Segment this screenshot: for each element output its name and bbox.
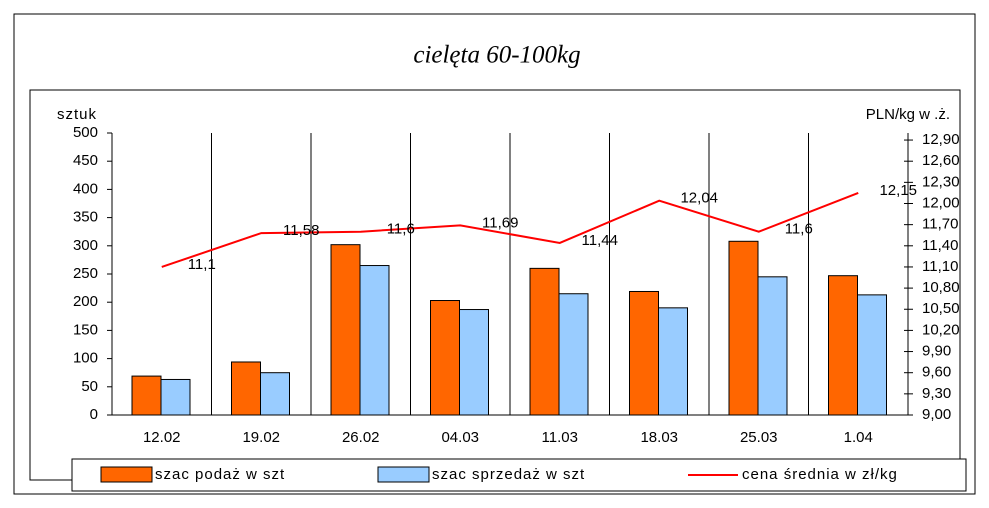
x-tick-label: 18.03 [640,429,678,446]
y2-tick-label: 12,90 [922,131,960,148]
legend-label: cena średnia w zł/kg [742,466,898,483]
data-label: 11,1 [188,256,216,273]
y2-tick-label: 12,60 [922,152,960,169]
y2-tick-label: 9,00 [922,406,951,423]
chart-title: cielęta 60-100kg [413,42,580,69]
y2-tick-label: 11,40 [922,237,958,254]
bar [430,300,460,416]
y-tick-label: 250 [73,265,98,282]
y2-axis-label: PLN/kg w .ż. [866,106,950,123]
legend-swatch [377,466,430,483]
y-tick-label: 150 [73,321,98,338]
legend [71,458,967,492]
data-label: 11,58 [283,222,319,239]
y-tick-label: 0 [90,406,98,423]
bar [728,240,759,416]
x-tick-label: 1.04 [844,429,873,446]
y-tick-label: 100 [73,350,98,367]
data-label: 12,15 [879,182,917,199]
data-label: 11,69 [482,214,518,231]
y2-tick-label: 12,00 [922,194,960,211]
data-label: 11,6 [387,221,415,238]
x-tick-label: 26.02 [342,429,380,446]
bar [131,375,162,416]
x-tick-label: 12.02 [143,429,181,446]
bar [359,265,390,416]
y2-tick-label: 10,80 [922,279,960,296]
bar [658,307,688,416]
y-tick-label: 450 [73,152,98,169]
data-label: 12,04 [680,190,718,207]
legend-swatch [100,466,153,483]
bar [828,275,858,416]
y-tick-label: 50 [81,378,98,395]
data-label: 11,6 [785,221,813,238]
y2-tick-label: 10,50 [922,300,960,317]
y2-tick-label: 9,60 [922,364,951,381]
y-tick-label: 400 [73,180,98,197]
y2-tick-label: 10,20 [922,321,960,338]
bar [330,244,361,416]
outer-frame [13,13,976,495]
x-tick-label: 04.03 [441,429,479,446]
x-tick-label: 19.02 [242,429,280,446]
y-axis-label: sztuk [57,106,97,123]
y2-tick-label: 9,30 [922,385,951,402]
bar [160,378,191,416]
bar [459,309,489,416]
price-line [161,191,859,268]
bar [629,290,659,416]
legend-label: szac sprzedaż w szt [432,466,585,483]
y-tick-label: 350 [73,209,98,226]
data-label: 11,44 [582,232,618,249]
y2-tick-label: 9,90 [922,343,951,360]
y-tick-label: 500 [73,124,98,141]
bar [260,372,290,416]
bar [529,267,560,416]
x-tick-label: 11.03 [542,429,578,446]
y2-tick-label: 11,70 [922,216,958,233]
y2-tick-label: 11,10 [922,258,958,275]
bar [757,276,788,416]
legend-label: szac podaż w szt [155,466,285,483]
y-tick-label: 300 [73,237,98,254]
y-tick-label: 200 [73,293,98,310]
bar [231,361,261,416]
x-tick-label: 25.03 [740,429,778,446]
bar [558,293,589,416]
bar [857,294,887,416]
y2-tick-label: 12,30 [922,173,960,190]
